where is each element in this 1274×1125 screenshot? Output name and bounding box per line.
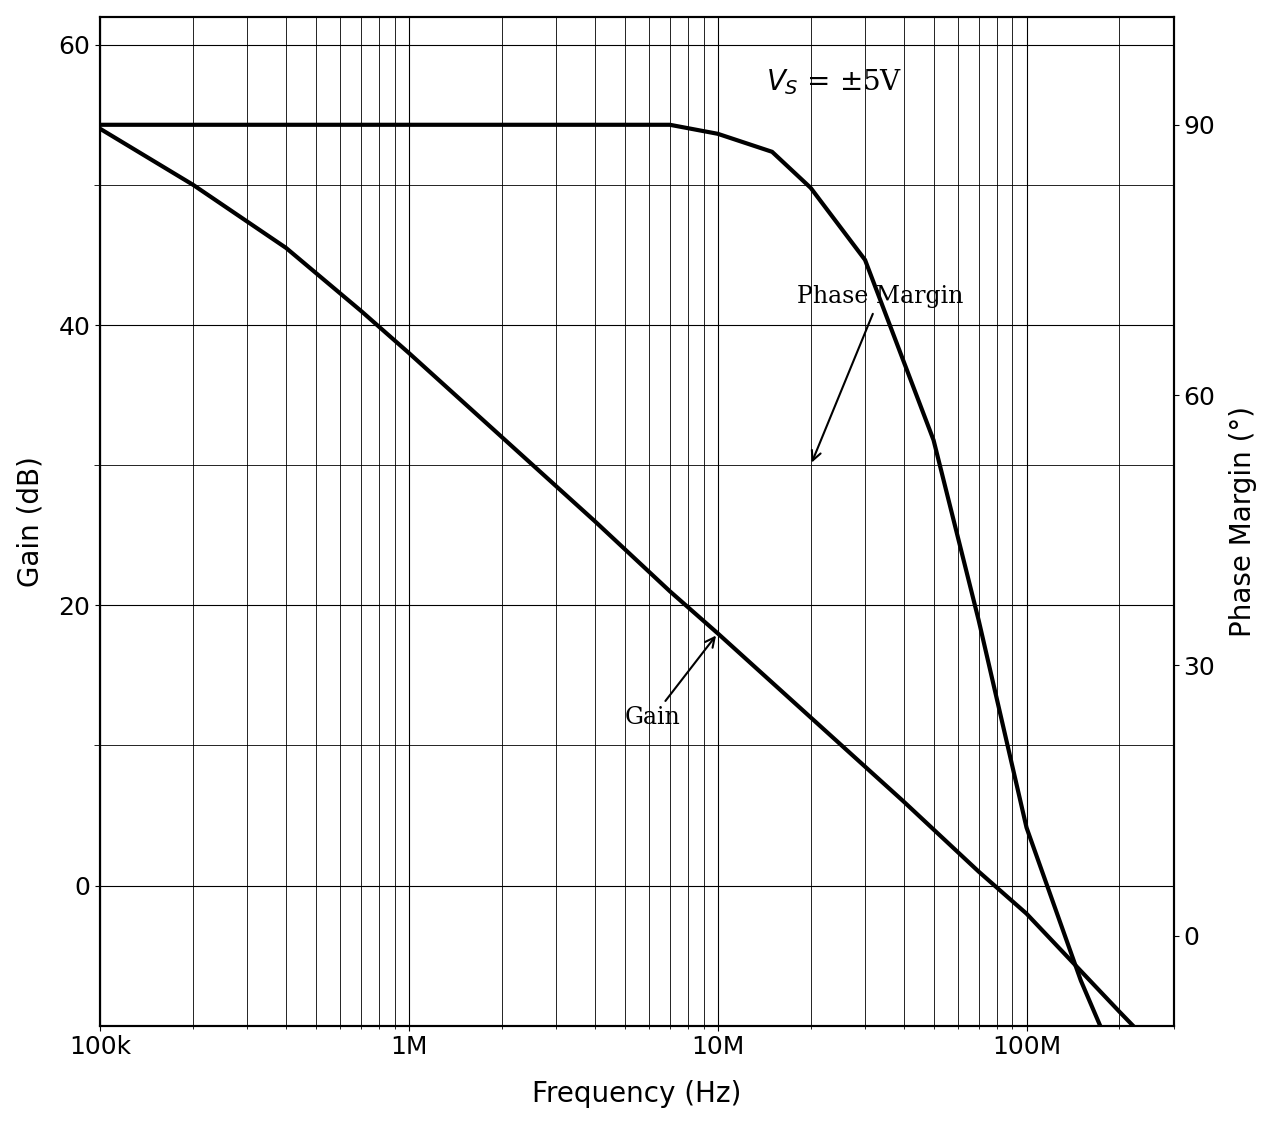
X-axis label: Frequency (Hz): Frequency (Hz): [533, 1080, 741, 1108]
Text: Phase Margin: Phase Margin: [796, 286, 963, 460]
Y-axis label: Gain (dB): Gain (dB): [17, 456, 45, 586]
Y-axis label: Phase Margin (°): Phase Margin (°): [1229, 406, 1257, 637]
Text: $V_S$ = $\pm$5V: $V_S$ = $\pm$5V: [766, 68, 902, 97]
Text: Gain: Gain: [624, 638, 715, 729]
